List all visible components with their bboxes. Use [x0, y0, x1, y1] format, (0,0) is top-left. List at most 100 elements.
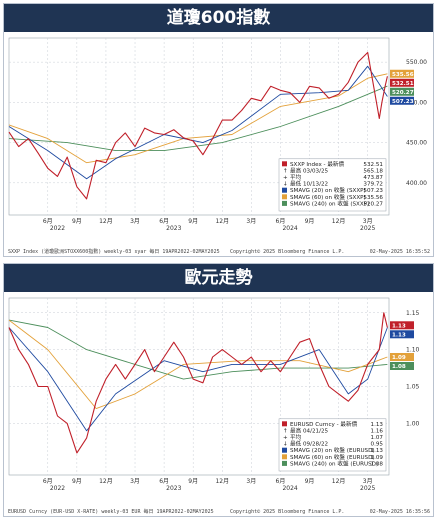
- value-tag: [390, 321, 414, 330]
- y-tick-label: 1.10: [406, 347, 420, 354]
- x-year-label: 2025: [360, 485, 375, 492]
- footer-copyright: Copyright© 2025 Bloomberg Finance L.P.: [230, 509, 344, 515]
- footer-source: SXXP Index (道瓊歐洲STOXX600指數) weekly-03 sy…: [8, 248, 220, 255]
- legend-symbol: +: [283, 435, 288, 441]
- legend-swatch: [282, 200, 287, 206]
- legend-label: 最高 03/03/25: [290, 166, 329, 174]
- y-tick-label: 500.00: [406, 99, 427, 106]
- legend-label: SMAVG (60) on 收盤 (EURUSD): [290, 453, 375, 461]
- footer-source: EURUSD Curncy (EUR-USD X-RATE) weekly-03…: [8, 508, 214, 515]
- legend-symbol: ↓: [283, 441, 288, 448]
- x-year-label: 2023: [166, 225, 181, 232]
- legend-label: EURUSD Curncy - 最新價: [290, 420, 358, 428]
- legend-box: [278, 158, 387, 212]
- chart-title: 道瓊600指數: [4, 4, 433, 32]
- y-tick-label: 1.05: [406, 384, 420, 391]
- eurusd-chart: 1.00 1.05 1.10 1.15 6月 9月 12月 3月 6月 9月 12月 3月 6月 9月 12…: [8, 297, 430, 515]
- legend-value: 535.56: [363, 195, 383, 201]
- moving-average-line: [8, 319, 388, 380]
- legend-label: SMAVG (240) on 收盤 (EURUSD): [290, 459, 378, 467]
- legend-box: [278, 418, 387, 472]
- legend-value: 0.95: [371, 442, 384, 448]
- x-tick-label: 6月: [43, 218, 53, 225]
- y-tick-label: 450.00: [406, 140, 427, 147]
- x-year-label: 2023: [166, 485, 181, 492]
- x-tick-label: 9月: [305, 218, 315, 225]
- x-tick-label: 9月: [305, 478, 315, 485]
- value-tag-label: 532.51: [392, 81, 414, 87]
- legend-symbol: +: [283, 175, 288, 181]
- moving-average-line: [8, 73, 388, 164]
- legend-label: SMAVG (60) on 收盤 (SXXP): [290, 193, 366, 201]
- legend-value: 1.13: [371, 422, 384, 428]
- legend-value: 473.87: [363, 175, 383, 181]
- x-tick-label: 3月: [363, 478, 373, 485]
- value-tag: [390, 330, 414, 339]
- x-year-label: 2025: [360, 225, 375, 232]
- y-tick-label: 1.00: [406, 420, 420, 427]
- x-tick-label: 12月: [332, 218, 346, 225]
- y-tick-label: 400.00: [406, 180, 427, 187]
- sxxp-chart-panel: 道瓊600指數 400.00 450.00 500.00 550.00 6月 9月 12月 3…: [3, 3, 434, 257]
- moving-average-line: [8, 65, 388, 180]
- legend-label: 最低 10/13/22: [290, 180, 328, 188]
- legend-value: 565.18: [363, 168, 383, 174]
- legend-label: 最高 04/21/25: [290, 426, 329, 434]
- moving-average-line: [8, 319, 388, 410]
- x-tick-label: 9月: [72, 478, 82, 485]
- legend-swatch: [282, 454, 287, 460]
- moving-average-line: [8, 327, 388, 432]
- legend-label: SMAVG (20) on 收盤 (SXXP): [290, 186, 366, 194]
- legend-swatch: [282, 194, 287, 200]
- x-tick-label: 6月: [159, 218, 169, 225]
- legend-symbol: ↑: [283, 427, 288, 434]
- legend-value: 507.23: [363, 188, 383, 194]
- x-tick-label: 12月: [215, 478, 229, 485]
- footer-timestamp: 02-May-2025 16:35:56: [370, 509, 430, 515]
- price-series-line: [8, 51, 388, 200]
- value-tag-label: 1.09: [392, 355, 406, 361]
- value-tag-label: 1.13: [392, 323, 406, 329]
- x-tick-label: 12月: [99, 218, 113, 225]
- value-tag-label: 1.08: [392, 364, 406, 370]
- x-tick-label: 3月: [246, 218, 256, 225]
- footer-copyright: Copyright© 2025 Bloomberg Finance L.P.: [230, 249, 344, 255]
- value-tag: [390, 78, 414, 87]
- x-tick-label: 12月: [99, 478, 113, 485]
- x-tick-label: 3月: [130, 478, 140, 485]
- value-tag: [390, 362, 414, 370]
- legend-label: 平均: [290, 433, 302, 441]
- legend-swatch: [282, 421, 287, 427]
- legend-value: 1.07: [371, 435, 384, 441]
- y-tick-label: 550.00: [406, 59, 427, 66]
- legend-label: SMAVG (240) on 收盤 (SXXP): [290, 199, 369, 207]
- moving-average-line: [8, 85, 388, 152]
- legend-label: SMAVG (20) on 收盤 (EURUSD): [290, 446, 375, 454]
- legend-swatch: [282, 460, 287, 466]
- value-tag: [390, 87, 414, 96]
- value-tag-label: 535.56: [392, 72, 414, 78]
- x-tick-label: 3月: [130, 218, 140, 225]
- x-year-label: 2022: [50, 485, 65, 492]
- chart-title: 歐元走勢: [4, 264, 433, 292]
- x-tick-label: 12月: [332, 478, 346, 485]
- legend-label: 最低 09/28/22: [290, 440, 328, 448]
- x-year-label: 2024: [282, 225, 297, 232]
- legend-value: 532.51: [363, 162, 383, 168]
- legend-swatch: [282, 161, 287, 167]
- value-tag: [390, 96, 414, 105]
- x-tick-label: 3月: [363, 218, 373, 225]
- x-tick-label: 12月: [215, 218, 229, 225]
- sxxp-chart: 400.00 450.00 500.00 550.00 6月 9月 12月 3月 6月 9月 12月…: [8, 37, 430, 255]
- legend-value: 1.13: [371, 448, 384, 454]
- legend-label: 平均: [290, 173, 302, 181]
- value-tag-label: 507.23: [392, 99, 414, 105]
- legend-symbol: ↑: [283, 167, 288, 174]
- legend-swatch: [282, 187, 287, 193]
- x-tick-label: 6月: [276, 478, 286, 485]
- legend-value: 1.08: [371, 461, 384, 467]
- x-tick-label: 3月: [246, 478, 256, 485]
- legend-value: 1.09: [371, 455, 384, 461]
- eurusd-chart-panel: 歐元走勢 1.00 1.05 1.10 1.15 6月 9月 12月 3月 6月 9月 12月 3月 6…: [3, 263, 434, 517]
- x-tick-label: 9月: [72, 218, 82, 225]
